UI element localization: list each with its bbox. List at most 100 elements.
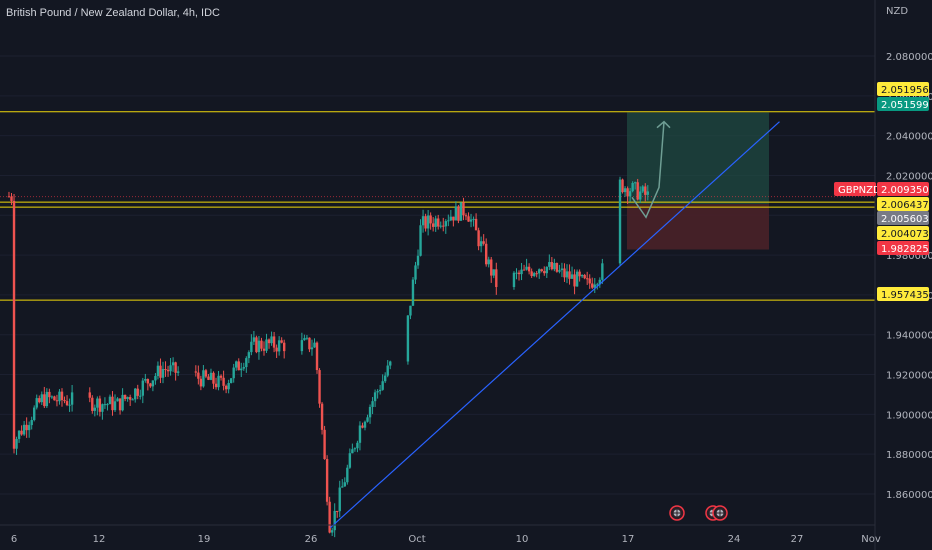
candle-body (527, 266, 531, 272)
candle-body (341, 486, 344, 488)
candle-body (272, 336, 276, 348)
candle-body (219, 375, 223, 378)
candle-body (330, 530, 334, 533)
candle-body (439, 225, 442, 227)
candle-body (482, 241, 485, 244)
x-tick-label: 26 (305, 534, 318, 545)
candle-body (217, 375, 220, 388)
candle-body (7, 196, 11, 198)
candle-body (424, 216, 427, 229)
flag-event-3-icon[interactable] (712, 505, 728, 521)
candle-body (626, 188, 629, 197)
price-tag: 2.006437 (877, 197, 929, 211)
candle-body (389, 361, 392, 366)
candle-body (96, 398, 99, 408)
candle-body (431, 223, 435, 227)
candle-body (232, 367, 235, 379)
svg-text:2.004073: 2.004073 (881, 229, 929, 240)
flag-event-1-icon[interactable] (669, 505, 685, 521)
svg-text:2.009350: 2.009350 (881, 185, 929, 196)
x-tick-label: 24 (728, 534, 741, 545)
candle-body (565, 271, 569, 278)
x-tick-label: 17 (622, 534, 635, 545)
target-zone[interactable] (627, 112, 769, 205)
x-tick-label: 10 (516, 534, 529, 545)
candle-body (639, 191, 642, 200)
candle-body (227, 382, 230, 390)
x-tick-label: Nov (861, 534, 881, 545)
projection-arrow[interactable] (631, 121, 665, 219)
candle-body (197, 372, 200, 379)
candle-body (212, 372, 215, 384)
candle-body (113, 401, 117, 411)
candle-body (194, 371, 198, 373)
candle-body (262, 348, 266, 351)
candle-body (580, 275, 584, 277)
candle-body (383, 375, 387, 382)
candle-body (252, 337, 256, 342)
candle-body (512, 272, 516, 288)
candle-body (128, 397, 132, 400)
candle-body (116, 398, 119, 402)
candle-body (409, 305, 412, 316)
candle-body (320, 403, 324, 430)
candle-body (25, 424, 28, 431)
candle-body (149, 383, 152, 387)
candle-body (48, 391, 51, 398)
candle-body (65, 401, 69, 406)
price-tag: 1.957435 (877, 287, 929, 301)
candle-body (363, 421, 367, 428)
candle-body (333, 510, 336, 531)
candle-body (169, 365, 172, 372)
candle-body (585, 278, 589, 280)
candle-body (353, 448, 357, 450)
y-tick-label: 1.860000 (886, 490, 932, 501)
candle-body (235, 361, 238, 368)
price-tag: 2.051956 (877, 82, 929, 96)
candle-body (596, 284, 599, 286)
candle-body (257, 340, 261, 353)
candle-body (30, 420, 33, 426)
candle-body (421, 216, 425, 226)
candle-body (45, 391, 49, 407)
candle-body (570, 274, 574, 279)
candle-body (338, 487, 341, 512)
candle-body (103, 404, 107, 406)
y-tick-label: 2.020000 (886, 171, 932, 182)
candle-body (553, 263, 556, 270)
candle-body (558, 270, 561, 272)
candle-body (237, 361, 240, 371)
candle-body (442, 225, 445, 227)
candle-body (459, 202, 463, 221)
candle-body (348, 453, 352, 468)
candle-body (479, 241, 483, 247)
candle-body (270, 336, 273, 344)
candle-body (328, 501, 331, 533)
candle-body (351, 449, 354, 454)
candle-body (247, 352, 251, 359)
candle-body (462, 202, 465, 216)
svg-text:1.982825: 1.982825 (881, 244, 929, 255)
candle-body (583, 275, 586, 279)
candle-body (174, 362, 177, 373)
candle-body (550, 262, 554, 270)
candle-body (164, 368, 167, 370)
candle-body (108, 396, 112, 405)
candle-body (166, 369, 170, 372)
candle-body (447, 220, 450, 222)
candle-body (601, 263, 604, 280)
candle-body (17, 430, 21, 439)
candle-body (495, 269, 498, 288)
candle-body (325, 459, 329, 502)
candle-body (540, 269, 543, 272)
candle-body (111, 396, 114, 411)
candle-body (467, 216, 470, 222)
svg-text:2.051956: 2.051956 (881, 85, 929, 96)
candle-body (318, 370, 321, 404)
candle-body (154, 376, 157, 381)
candle-body (358, 425, 362, 443)
candle-body (144, 379, 147, 381)
trend-line[interactable] (329, 121, 780, 529)
stop-zone[interactable] (627, 204, 769, 250)
